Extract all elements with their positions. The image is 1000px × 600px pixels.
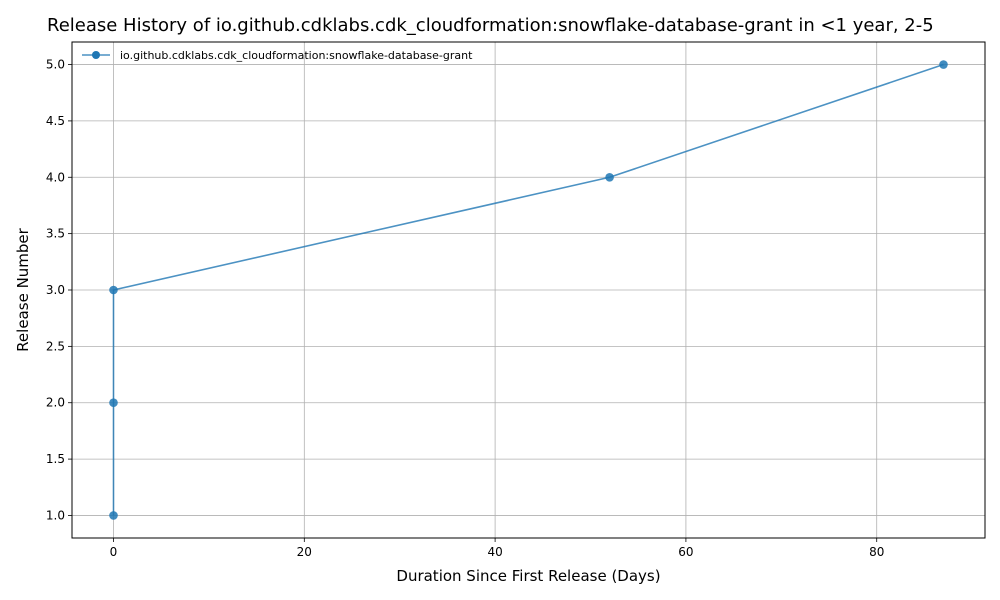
- x-tick-label: 0: [110, 545, 118, 559]
- tick-layer: 0 20 40 60 80 1.0 1.5 2.0 2.5 3.0 3.5 4.0 4.5 5.0: [46, 58, 884, 559]
- y-tick-label: 3.0: [46, 283, 65, 297]
- y-tick-label: 4.5: [46, 114, 65, 128]
- x-tick-label: 20: [297, 545, 312, 559]
- y-tick-label: 4.0: [46, 170, 65, 184]
- x-tick-label: 80: [869, 545, 884, 559]
- y-tick-label: 5.0: [46, 58, 65, 72]
- legend-marker: [92, 51, 100, 59]
- x-tick-label: 60: [678, 545, 693, 559]
- y-tick-label: 2.0: [46, 396, 65, 410]
- y-tick-label: 1.5: [46, 452, 65, 466]
- data-point: [109, 285, 118, 295]
- y-tick-label: 1.0: [46, 508, 65, 522]
- y-tick-label: 2.5: [46, 339, 65, 353]
- data-point: [109, 511, 118, 520]
- y-tick-label: 3.5: [46, 227, 65, 241]
- x-tick-label: 40: [487, 545, 502, 559]
- data-point: [605, 172, 614, 182]
- y-axis-label: Release Number: [14, 227, 32, 351]
- chart-title: Release History of io.github.cdklabs.cdk…: [47, 15, 934, 36]
- data-point: [109, 398, 118, 408]
- grid-layer: [72, 42, 985, 538]
- legend: io.github.cdklabs.cdk_cloudformation:sno…: [82, 49, 473, 62]
- x-axis-label: Duration Since First Release (Days): [396, 567, 660, 585]
- data-point: [939, 60, 948, 69]
- series-layer: [109, 60, 948, 520]
- legend-label: io.github.cdklabs.cdk_cloudformation:sno…: [120, 49, 473, 62]
